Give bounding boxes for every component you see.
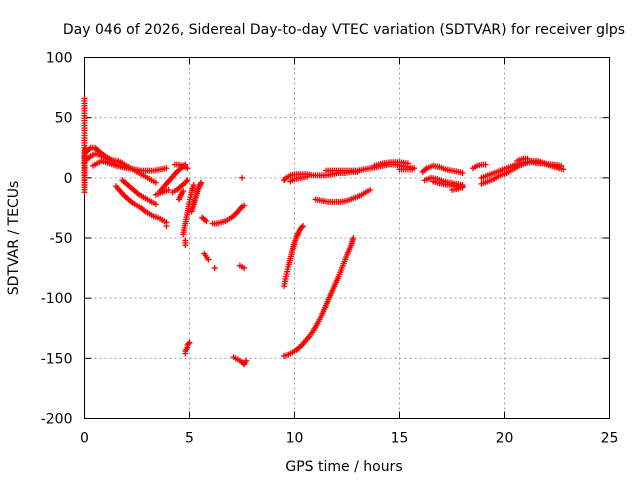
data-point: [524, 155, 531, 162]
data-point: [182, 242, 189, 249]
data-point: [409, 166, 416, 173]
data-point: [299, 222, 306, 229]
data-point: [367, 186, 374, 193]
data-point: [198, 179, 205, 186]
data-point: [186, 339, 193, 346]
data-point: [163, 165, 170, 172]
y-tick-label: -50: [50, 231, 73, 247]
y-tick-label: -200: [41, 412, 73, 428]
plot-frame: [84, 57, 610, 419]
data-point: [184, 177, 191, 184]
y-axis-label: SDTVAR / TECUs: [6, 181, 22, 296]
chart-title: Day 046 of 2026, Sidereal Day-to-day VTE…: [63, 22, 625, 38]
data-point: [482, 161, 489, 168]
grid-lines: [84, 57, 610, 419]
data-point: [298, 224, 305, 231]
data-point: [241, 265, 248, 272]
data-point: [350, 235, 357, 241]
data-point: [184, 165, 191, 172]
y-tick-label: -100: [41, 291, 73, 307]
x-tick-label: 20: [496, 431, 514, 447]
x-tick-label: 15: [391, 431, 409, 447]
y-tick-label: 100: [46, 51, 73, 67]
y-tick-label: 0: [64, 171, 73, 187]
x-tick-labels: 0 5 10 15 20 25: [80, 431, 618, 447]
x-tick-label: 10: [286, 431, 304, 447]
data-point: [190, 182, 197, 189]
x-axis-label: GPS time / hours: [285, 459, 402, 475]
data-point: [558, 162, 565, 169]
data-point: [183, 178, 190, 185]
x-tick-label: 0: [80, 431, 89, 447]
data-point: [241, 202, 248, 209]
data-point: [152, 201, 159, 208]
x-tick-label: 25: [601, 431, 619, 447]
series-sdtvar: [81, 95, 567, 368]
data-point: [459, 183, 466, 190]
y-tick-labels: -200 -150 -100 -50 0 50 100: [41, 51, 73, 428]
data-point: [211, 265, 218, 272]
data-points: [81, 95, 567, 368]
data-point: [239, 174, 245, 181]
data-point: [243, 357, 250, 364]
y-tick-label: 50: [55, 111, 73, 127]
data-point: [459, 170, 466, 177]
x-tick-label: 5: [185, 431, 194, 447]
y-tick-label: -150: [41, 351, 73, 367]
data-point: [180, 188, 187, 195]
data-point: [304, 173, 311, 180]
data-point: [152, 179, 159, 186]
data-point: [237, 204, 244, 211]
data-point: [282, 176, 289, 183]
data-point: [203, 218, 210, 225]
data-point: [404, 160, 411, 167]
data-point: [185, 340, 192, 347]
data-point: [560, 166, 567, 173]
data-point: [165, 186, 172, 193]
data-point: [205, 256, 212, 263]
data-point: [163, 222, 170, 229]
